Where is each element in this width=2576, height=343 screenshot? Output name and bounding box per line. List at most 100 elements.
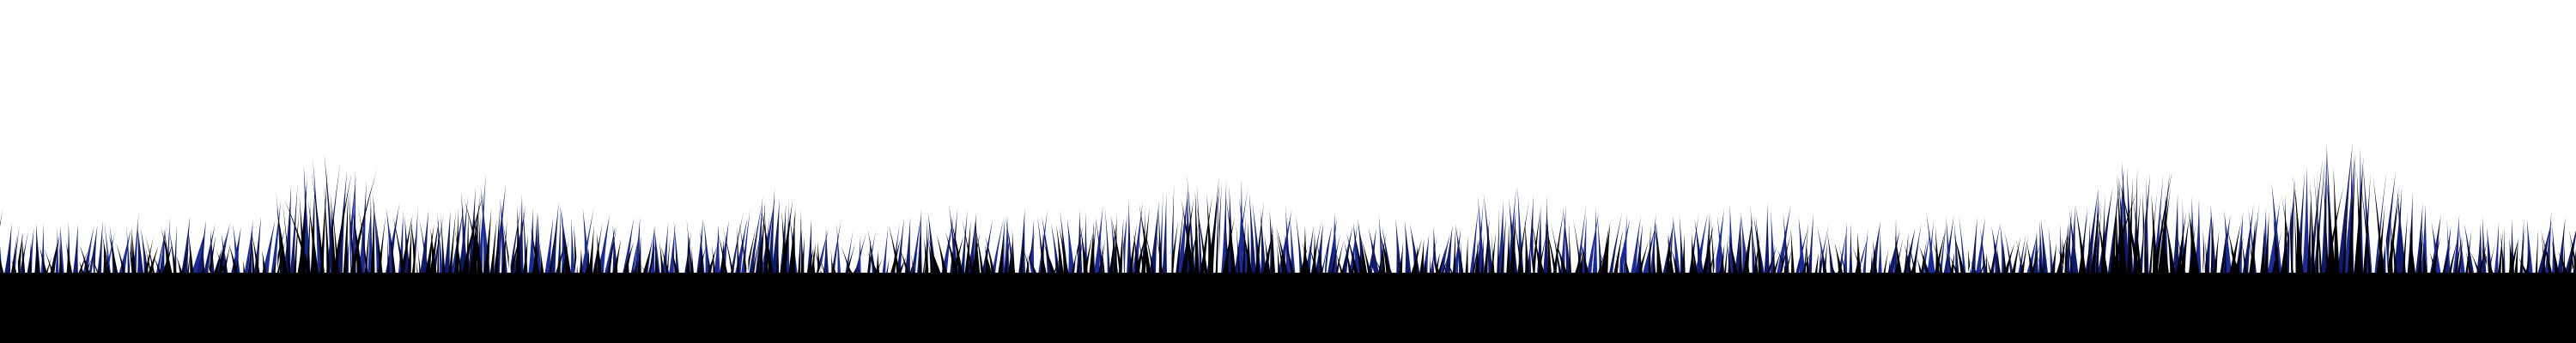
black-grass-blade xyxy=(1544,220,1560,287)
blue-grass-blade xyxy=(71,224,79,283)
blue-grass-blade xyxy=(2271,183,2283,283)
blue-grass-blade xyxy=(1925,220,1935,283)
black-grass-blade xyxy=(775,227,780,287)
black-grass-blade xyxy=(1573,219,1584,287)
black-grass-blade xyxy=(1056,224,1066,287)
black-grass-blade xyxy=(2292,173,2306,287)
black-grass-blade xyxy=(1499,212,1507,287)
black-grass-blade xyxy=(1755,214,1764,287)
white-glint xyxy=(415,240,417,273)
blue-grass-blade xyxy=(1591,205,1598,283)
black-grass-blade xyxy=(440,214,447,287)
blue-grass-blade xyxy=(1946,215,1953,283)
black-grass-blade xyxy=(392,214,408,287)
blue-grass-blade xyxy=(747,202,762,283)
blue-grass-blade xyxy=(959,208,968,283)
black-grass-blade xyxy=(1546,210,1552,287)
blue-grass-blade xyxy=(289,183,298,283)
black-grass-blade xyxy=(2088,198,2101,287)
blue-grass-blade xyxy=(1092,205,1103,283)
black-grass-blade xyxy=(2385,192,2400,287)
blue-grass-blade xyxy=(2202,208,2212,283)
blue-grass-blade xyxy=(989,216,1005,283)
black-grass-blade xyxy=(1079,225,1091,287)
blue-grass-blade xyxy=(1368,227,1382,283)
black-grass-blade xyxy=(375,214,386,287)
blue-grass-blade xyxy=(1861,227,1868,283)
black-grass-blade xyxy=(1091,220,1096,287)
blue-grass-blade xyxy=(1969,216,1978,283)
white-glint xyxy=(2063,240,2067,273)
black-grass-blade xyxy=(1276,226,1291,287)
blue-grass-blade xyxy=(1750,203,1757,283)
blue-grass-blade xyxy=(247,218,253,283)
black-grass-blade xyxy=(963,220,971,287)
blue-grass-blade xyxy=(712,225,720,283)
white-glint xyxy=(508,219,511,273)
black-grass-blade xyxy=(2518,224,2526,287)
black-grass-blade xyxy=(586,225,594,287)
blue-grass-blade xyxy=(2069,208,2080,283)
blue-grass-blade xyxy=(1319,225,1333,283)
blue-grass-blade xyxy=(1763,202,1771,283)
blue-grass-blade xyxy=(1633,223,1643,283)
blue-grass-blade xyxy=(2218,214,2231,283)
black-grass-blade xyxy=(2306,188,2312,287)
blue-grass-blade xyxy=(2458,226,2467,283)
blue-grass-blade xyxy=(1517,185,1525,283)
blue-grass-blade xyxy=(548,202,559,283)
black-grass-blade xyxy=(2209,214,2214,287)
blue-grass-blade xyxy=(507,202,522,283)
white-glint xyxy=(207,265,211,273)
black-grass-blade xyxy=(453,208,459,287)
black-grass-blade xyxy=(2132,193,2143,287)
black-grass-blade xyxy=(1224,211,1230,287)
blue-grass-blade xyxy=(1468,205,1479,283)
blue-grass-blade xyxy=(2464,223,2476,283)
black-grass-blade xyxy=(2374,203,2385,287)
black-grass-blade xyxy=(471,210,480,287)
blue-grass-blade xyxy=(1774,203,1791,283)
black-grass-blade xyxy=(754,220,765,287)
black-grass-blade xyxy=(410,217,420,287)
black-grass-blade xyxy=(1507,208,1516,287)
blue-grass-blade xyxy=(880,226,889,283)
blue-grass-blade xyxy=(822,227,829,283)
black-grass-blade xyxy=(1790,227,1796,287)
white-glint xyxy=(1074,240,1078,273)
white-glint xyxy=(2288,206,2292,273)
black-grass-blade xyxy=(1110,214,1126,287)
black-grass-blade xyxy=(2281,192,2296,287)
tall-grass-blade xyxy=(332,172,352,274)
blue-grass-blade xyxy=(2083,188,2099,283)
black-grass-blade xyxy=(1194,190,1200,287)
black-grass-blade xyxy=(1482,219,1490,287)
blue-grass-blade xyxy=(2342,152,2355,283)
blue-grass-blade xyxy=(1249,192,1257,283)
black-grass-blade xyxy=(1139,202,1153,287)
white-glint xyxy=(129,244,132,273)
white-glint xyxy=(1322,249,1327,273)
blue-grass-blade xyxy=(1558,203,1566,283)
white-glint xyxy=(2486,245,2488,273)
black-grass-blade xyxy=(546,219,558,287)
blue-grass-blade xyxy=(1050,222,1062,283)
blue-grass-blade xyxy=(1753,217,1766,283)
blue-grass-blade xyxy=(2301,165,2310,283)
tall-grass-blade xyxy=(2110,189,2138,274)
black-grass-blade xyxy=(2361,172,2371,287)
black-grass-blade xyxy=(482,208,492,287)
black-grass-blade xyxy=(2326,178,2337,287)
black-grass-blade xyxy=(2389,218,2394,287)
black-grass-blade xyxy=(2352,156,2364,287)
white-glint xyxy=(746,232,749,273)
black-grass-blade xyxy=(1568,219,1572,287)
tall-grass-blade xyxy=(464,197,483,274)
blue-grass-blade xyxy=(647,225,655,283)
black-grass-blade xyxy=(2263,211,2269,287)
blue-grass-blade xyxy=(334,170,348,283)
blue-grass-blade xyxy=(1885,229,1900,283)
black-grass-blade xyxy=(789,208,796,287)
blue-grass-blade xyxy=(2223,208,2233,283)
